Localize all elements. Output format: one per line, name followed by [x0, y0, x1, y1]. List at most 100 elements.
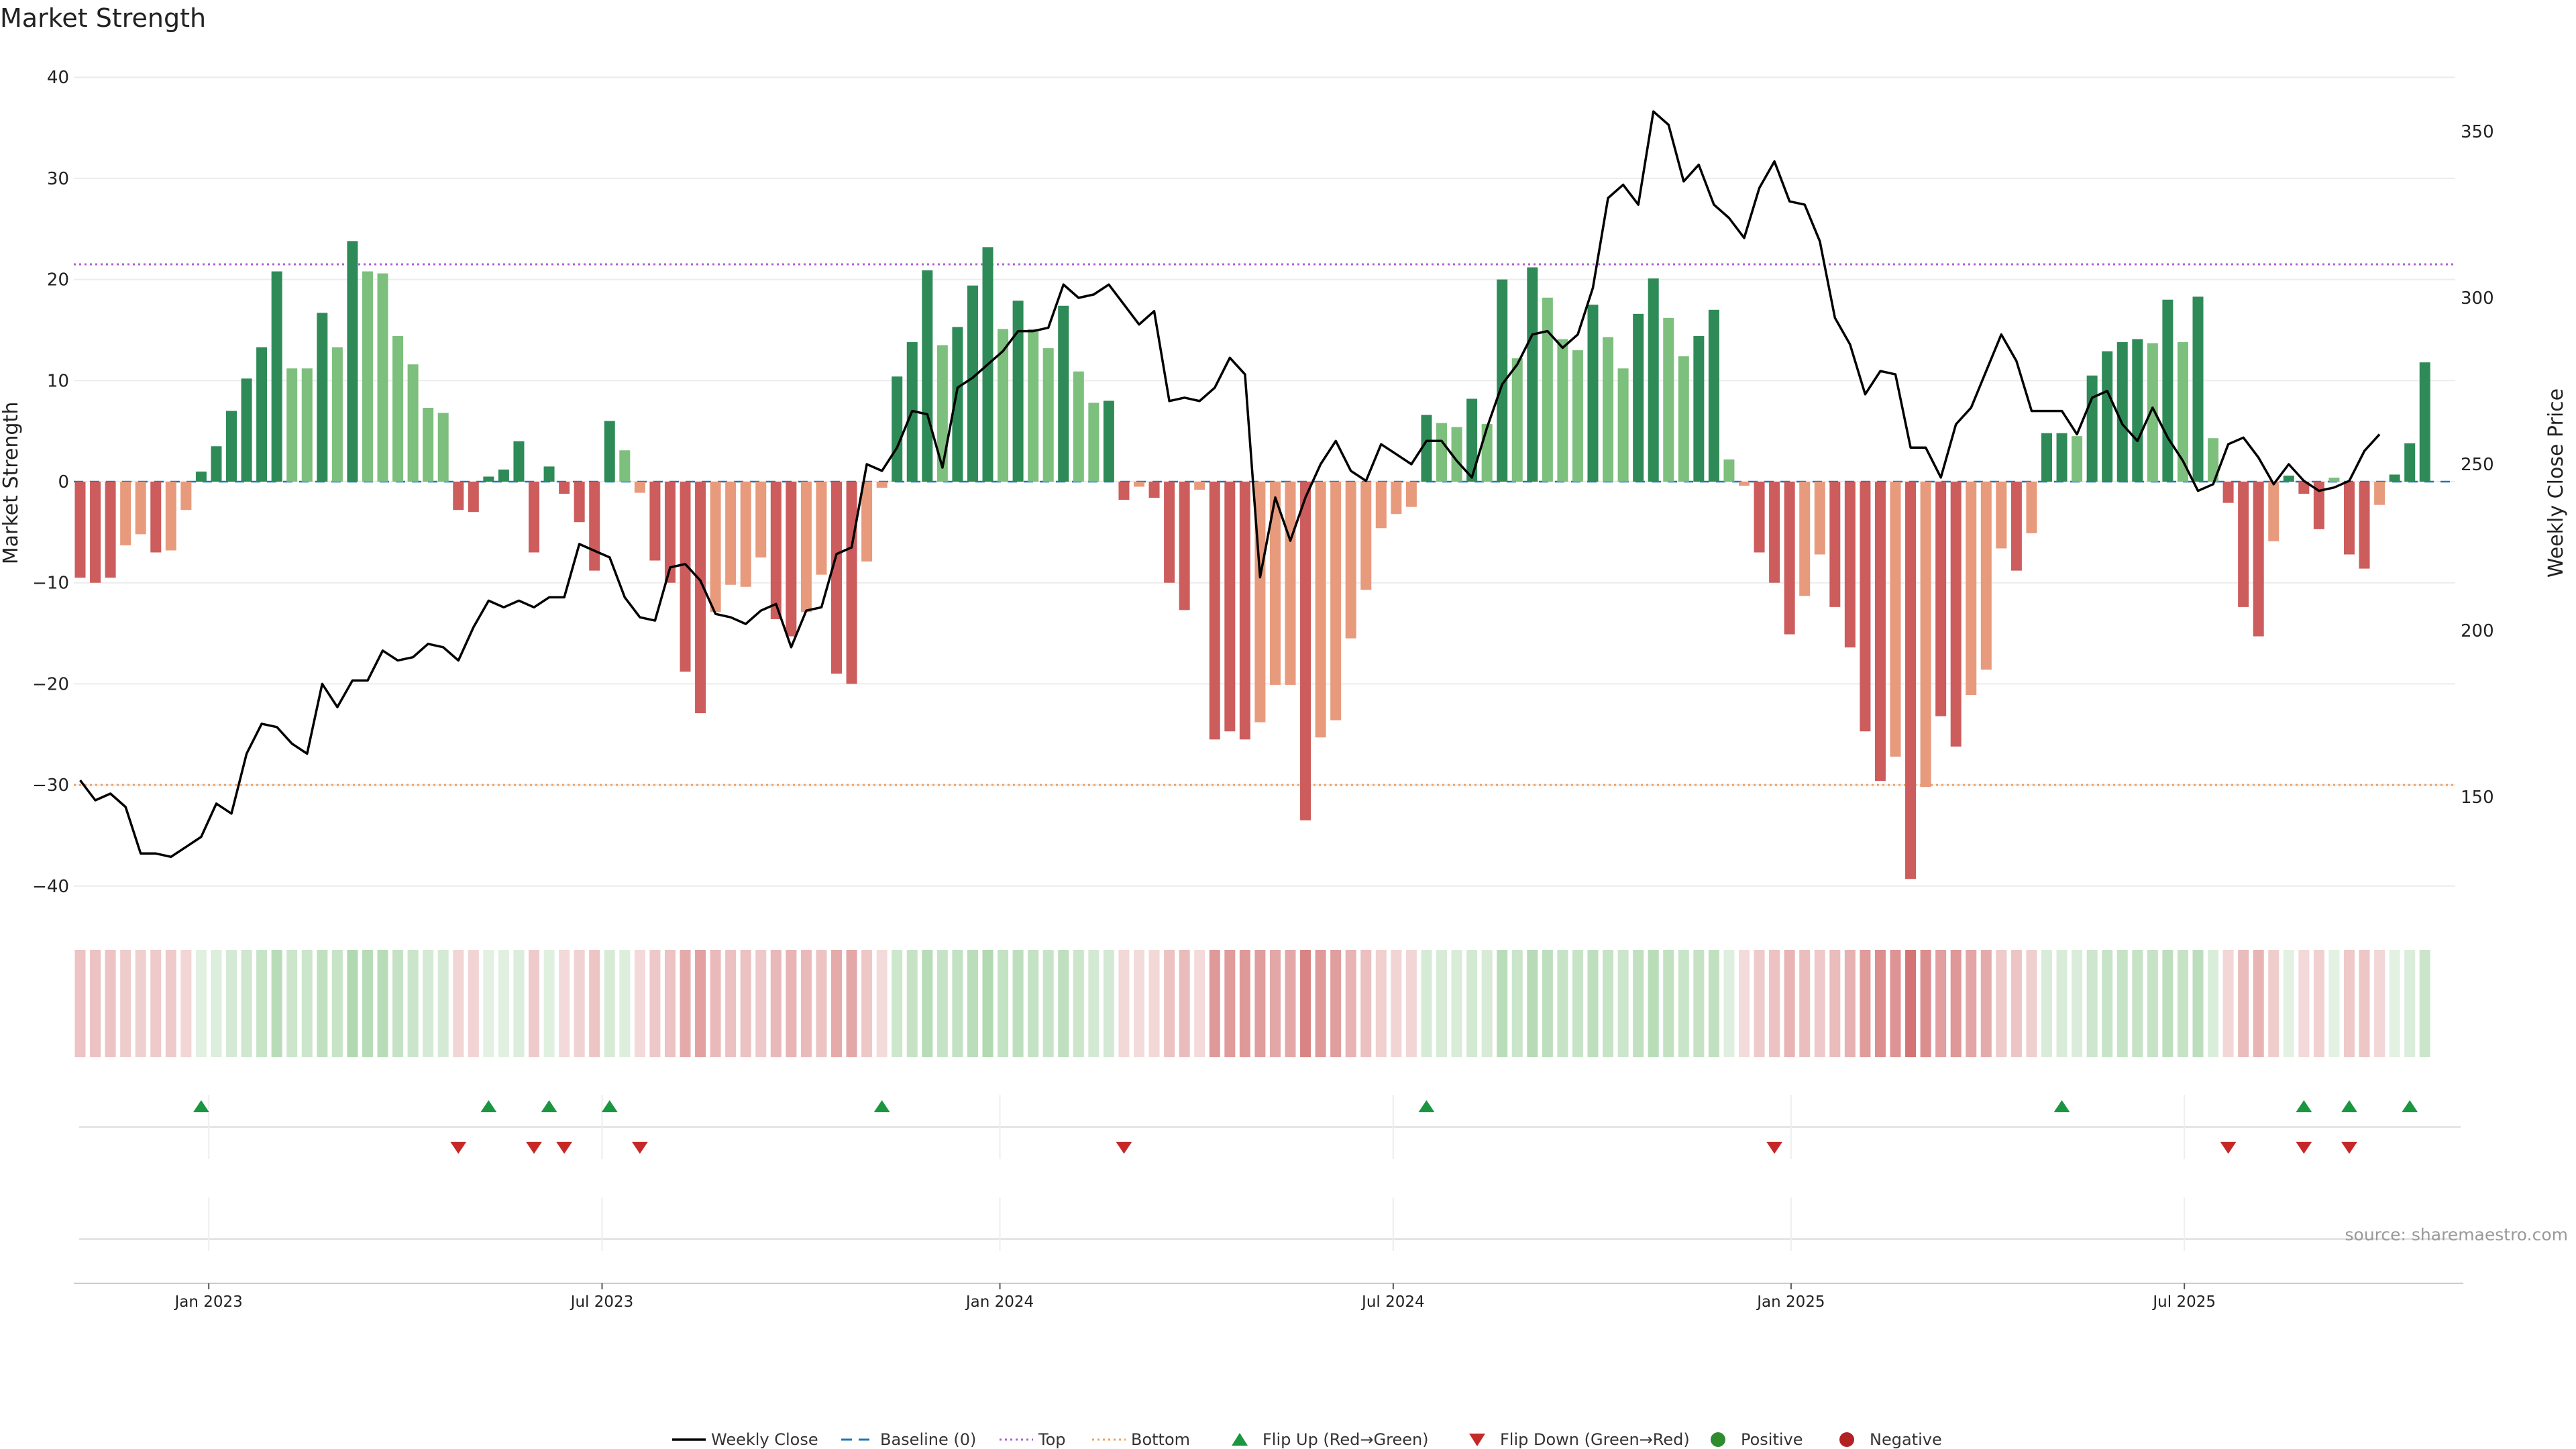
strength-bar — [2222, 482, 2234, 503]
strength-bar — [1708, 309, 1719, 482]
heat-strip-cell — [135, 950, 146, 1057]
heat-strip-cell — [1874, 950, 1886, 1057]
strength-bar — [1209, 482, 1220, 740]
flip-down-marker — [2296, 1142, 2312, 1154]
strength-bar — [498, 469, 509, 482]
strength-bar — [1028, 329, 1039, 482]
heat-strip-cell — [2374, 950, 2385, 1057]
strength-bar — [1648, 278, 1659, 482]
strength-bar — [1920, 482, 1931, 788]
strength-bar — [1285, 482, 1296, 685]
strength-bar — [1088, 402, 1099, 482]
heat-strip-cell — [1012, 950, 1024, 1057]
flip-up-marker — [2053, 1100, 2070, 1112]
strength-bar — [1148, 482, 1160, 498]
heat-strip-cell — [150, 950, 162, 1057]
strength-bar — [468, 482, 479, 513]
heat-strip-cell — [120, 950, 131, 1057]
heat-strip-cell — [1603, 950, 1614, 1057]
strength-bar — [1603, 337, 1614, 482]
strength-bar — [1360, 482, 1372, 590]
right-tick-label: 300 — [2461, 288, 2494, 309]
strength-bar — [2268, 482, 2279, 541]
strength-bar — [1073, 371, 1084, 482]
strength-bar — [1905, 482, 1917, 879]
heat-strip-cell — [1890, 950, 1901, 1057]
strength-bar — [998, 329, 1009, 482]
heat-strip-cell — [2162, 950, 2174, 1057]
heat-strip-cell — [1542, 950, 1553, 1057]
heat-strip-cell — [1375, 950, 1387, 1057]
strength-bar — [2102, 351, 2113, 482]
heat-strip-cell — [1829, 950, 1841, 1057]
strength-bar — [574, 482, 585, 523]
strength-bar — [2419, 362, 2430, 482]
heat-strip-cell — [1723, 950, 1735, 1057]
x-axis-tick-label: Jul 2025 — [2151, 1293, 2216, 1311]
heat-strip-cell — [2177, 950, 2188, 1057]
strength-bar — [165, 482, 176, 551]
heat-strip-cell — [740, 950, 751, 1057]
strength-bar — [1739, 482, 1750, 486]
heat-strip-cell — [800, 950, 812, 1057]
strength-bars — [74, 241, 2430, 879]
strength-bar — [846, 482, 857, 684]
heat-strip-cell — [1239, 950, 1250, 1057]
heat-strip-cell — [1391, 950, 1402, 1057]
strength-bar — [195, 471, 207, 482]
strength-bar — [1315, 482, 1326, 738]
strength-bar — [1633, 313, 1644, 482]
flip-down-marker — [526, 1142, 542, 1154]
legend-flip-up-icon — [1232, 1433, 1248, 1446]
heat-strip-cell — [1633, 950, 1644, 1057]
legend-label: Baseline (0) — [880, 1430, 976, 1449]
strength-bar — [347, 241, 358, 482]
strength-bar — [135, 482, 146, 535]
flip-up-marker — [193, 1100, 209, 1112]
strength-bar — [634, 482, 645, 493]
strength-bar — [529, 482, 539, 553]
heat-strip-cell — [2147, 950, 2158, 1057]
heat-strip-cell — [1617, 950, 1629, 1057]
heat-strip-cell — [74, 950, 86, 1057]
heat-strip-cell — [725, 950, 737, 1057]
left-tick-label: −30 — [32, 775, 69, 796]
strength-bar — [1950, 482, 1962, 747]
strength-bar — [150, 482, 162, 553]
legend-negative-icon — [1839, 1432, 1854, 1447]
heat-strip-cell — [1405, 950, 1417, 1057]
flip-down-marker — [450, 1142, 467, 1154]
strength-bar — [2283, 475, 2294, 482]
x-axis-tick-label: Jan 2024 — [965, 1293, 1034, 1311]
strength-bar — [1012, 301, 1024, 482]
strength-bar — [1799, 482, 1811, 596]
strength-bar — [1678, 356, 1689, 482]
flip-down-marker — [2220, 1142, 2237, 1154]
heat-strip-cell — [1254, 950, 1266, 1057]
flip-markers-panel — [79, 1095, 2461, 1251]
heat-strip-cell — [271, 950, 282, 1057]
strength-bar — [483, 476, 494, 482]
heat-strip-cell — [1663, 950, 1674, 1057]
strength-bar — [1405, 482, 1417, 507]
heat-strip-cell — [407, 950, 419, 1057]
heat-strip-cell — [649, 950, 661, 1057]
strength-bar — [1239, 482, 1250, 740]
heat-strip-cell — [2102, 950, 2113, 1057]
strength-bar — [1814, 482, 1825, 555]
heat-strip-cell — [437, 950, 449, 1057]
strength-bar — [1134, 482, 1144, 487]
strength-bar — [453, 482, 464, 511]
strength-bar — [1103, 400, 1114, 482]
heat-strip-cell — [1587, 950, 1599, 1057]
heat-strip-cell — [1345, 950, 1356, 1057]
strength-bar — [619, 450, 631, 482]
left-tick-label: −20 — [32, 674, 69, 694]
x-axis: Jan 2023 Jul 2023 Jan 2024 Jul 2024 Jan 2025… — [74, 1283, 2463, 1311]
heat-strip-cell — [2419, 950, 2430, 1057]
heat-strip-cell — [982, 950, 994, 1057]
heat-strip-cell — [1421, 950, 1432, 1057]
heat-strip-cell — [1966, 950, 1977, 1057]
strength-bar — [1996, 482, 2007, 549]
strength-bar — [1497, 279, 1508, 482]
